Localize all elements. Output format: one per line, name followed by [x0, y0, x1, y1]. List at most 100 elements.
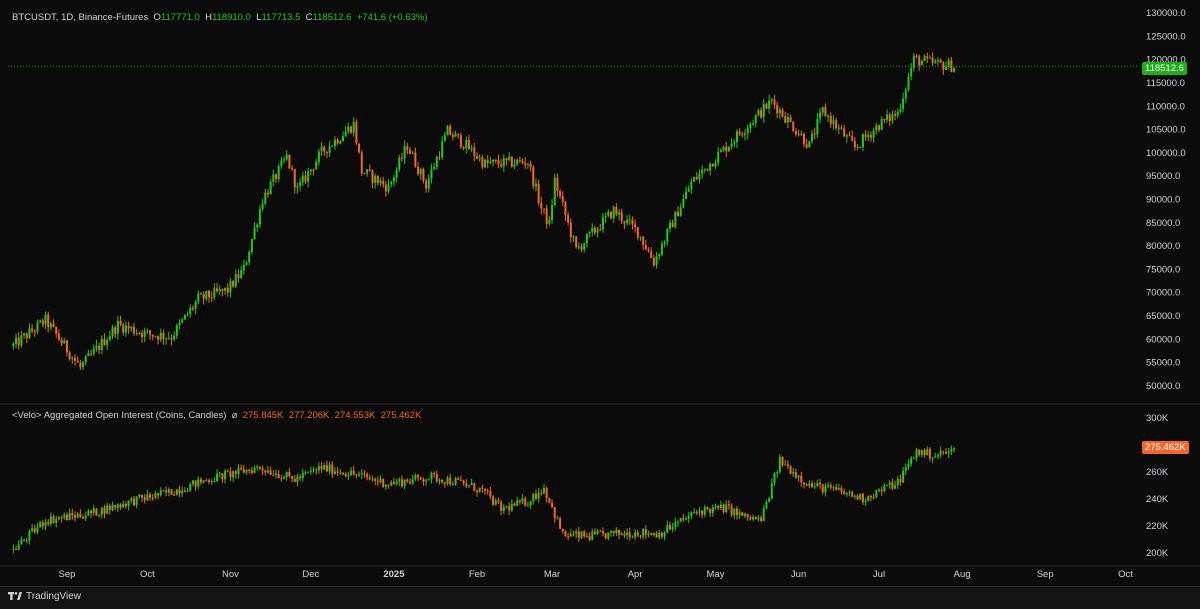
oi-candle	[663, 532, 666, 537]
oi-axis-tick[interactable]: 300K	[1146, 413, 1169, 424]
price-candle	[285, 154, 288, 160]
oi-candle	[585, 536, 588, 538]
price-candle	[387, 184, 390, 192]
oi-candle	[754, 516, 757, 520]
oi-candle	[154, 493, 157, 498]
time-axis-tick[interactable]: Sep	[1037, 569, 1054, 580]
time-axis-tick[interactable]: Feb	[469, 569, 485, 580]
oi-axis-tick[interactable]: 200K	[1146, 548, 1169, 559]
oi-candle	[711, 507, 714, 513]
price-axis-tick[interactable]: 70000.0	[1146, 288, 1180, 299]
price-candle	[899, 109, 902, 112]
price-axis-tick[interactable]: 50000.0	[1146, 381, 1180, 392]
time-axis-tick[interactable]: Jul	[873, 569, 885, 580]
oi-candle	[143, 497, 146, 501]
price-candle	[28, 328, 31, 339]
time-axis-tick[interactable]: Aug	[954, 569, 971, 580]
oi-candle	[261, 468, 264, 471]
oi-candle	[601, 531, 604, 534]
oi-candle	[650, 533, 653, 535]
price-pane[interactable]	[8, 52, 1138, 371]
price-axis-tick[interactable]: 85000.0	[1146, 218, 1180, 229]
oi-axis-tick[interactable]: 240K	[1146, 494, 1169, 505]
oi-candle	[824, 486, 827, 493]
oi-axis-tick[interactable]: 260K	[1146, 467, 1169, 478]
price-axis-tick[interactable]: 100000.0	[1146, 148, 1186, 159]
oi-candle	[213, 481, 216, 483]
price-axis-tick[interactable]: 120000.0	[1146, 55, 1186, 66]
time-axis-tick[interactable]: Nov	[222, 569, 239, 580]
price-axis-tick[interactable]: 115000.0	[1146, 78, 1185, 89]
oi-candle	[344, 474, 347, 477]
price-candle	[580, 246, 583, 250]
price-axis-tick[interactable]: 110000.0	[1146, 101, 1185, 112]
time-axis-tick[interactable]: Apr	[628, 569, 643, 580]
time-axis-tick[interactable]: Sep	[59, 569, 76, 580]
price-axis-tick[interactable]: 125000.0	[1146, 31, 1186, 42]
symbol-label[interactable]: BTCUSDT, 1D, Binance-Futures	[12, 12, 149, 23]
oi-candle	[317, 466, 320, 471]
oi-axis-tick[interactable]: 220K	[1146, 521, 1169, 532]
price-candle	[95, 345, 98, 349]
price-candle	[765, 103, 768, 109]
price-axis-tick[interactable]: 95000.0	[1146, 171, 1180, 182]
oi-candle	[374, 478, 377, 481]
oi-candle	[674, 522, 677, 528]
oi-candle	[441, 479, 444, 483]
price-candle	[706, 168, 709, 171]
price-candle	[591, 227, 594, 232]
price-candle	[92, 348, 95, 354]
price-candle	[797, 134, 800, 136]
price-candle	[778, 109, 781, 114]
price-axis-tick[interactable]: 80000.0	[1146, 241, 1180, 252]
price-axis-tick[interactable]: 130000.0	[1146, 8, 1186, 19]
price-candle	[636, 227, 639, 238]
time-axis-tick[interactable]: Oct	[1118, 569, 1133, 580]
open-interest-pane[interactable]	[12, 445, 956, 554]
oi-title[interactable]: <Velo> Aggregated Open Interest (Coins, …	[12, 410, 227, 421]
oi-candle	[242, 469, 245, 473]
price-candle	[902, 98, 905, 110]
price-candle	[816, 118, 819, 135]
price-candle	[63, 340, 66, 344]
price-candle	[752, 123, 755, 125]
price-candle	[194, 301, 197, 309]
oi-candle	[20, 539, 23, 545]
price-candle	[333, 139, 336, 146]
price-candle	[68, 352, 71, 360]
oi-candle	[103, 507, 106, 514]
price-candle	[824, 107, 827, 117]
price-axis-tick[interactable]: 105000.0	[1146, 125, 1186, 136]
oi-candle	[784, 464, 787, 466]
price-axis-tick[interactable]: 60000.0	[1146, 334, 1180, 345]
time-axis-tick[interactable]: May	[707, 569, 725, 580]
price-candle	[451, 134, 454, 137]
price-candle	[245, 262, 248, 265]
tradingview-logo[interactable]: TradingView	[8, 591, 81, 602]
price-candle	[749, 123, 752, 129]
high-label: H	[205, 12, 212, 23]
time-axis-tick[interactable]: Mar	[544, 569, 560, 580]
time-axis-tick[interactable]: Dec	[302, 569, 319, 580]
time-axis-tick[interactable]: Oct	[140, 569, 155, 580]
oi-candle	[146, 494, 149, 501]
oi-candle	[526, 505, 529, 507]
time-axis-tick[interactable]: 2025	[383, 569, 405, 580]
oi-candle	[309, 470, 312, 472]
price-axis-tick[interactable]: 55000.0	[1146, 358, 1180, 369]
oi-candle	[918, 449, 921, 455]
time-axis-tick[interactable]: Jun	[791, 569, 806, 580]
price-candle	[127, 325, 130, 329]
price-axis-tick[interactable]: 90000.0	[1146, 195, 1180, 206]
tradingview-icon	[8, 592, 22, 600]
price-candle	[516, 159, 519, 165]
price-candle	[44, 314, 47, 325]
price-axis-tick[interactable]: 75000.0	[1146, 264, 1180, 275]
price-axis-tick[interactable]: 65000.0	[1146, 311, 1180, 322]
oi-candle	[47, 522, 50, 524]
price-candle	[735, 131, 738, 143]
oi-candle	[342, 472, 344, 475]
price-candle	[926, 56, 929, 58]
price-candle	[457, 133, 460, 136]
